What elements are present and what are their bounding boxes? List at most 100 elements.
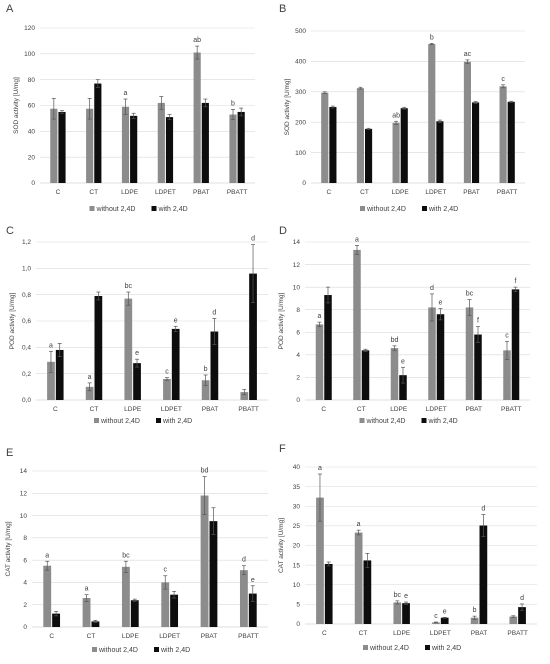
data-label: bc <box>466 291 474 298</box>
bar <box>470 617 479 624</box>
panel-letter: D <box>279 225 287 237</box>
legend-entry: with 2,4D <box>428 206 458 213</box>
y-tick-label: 40 <box>28 129 36 136</box>
y-tick-label: 400 <box>295 59 306 66</box>
legend: without 2,4D with 2,4D <box>92 647 190 654</box>
x-tick-label: PBAT <box>466 406 483 413</box>
y-axis-title: POD activity [U/mg] <box>278 292 285 349</box>
y-tick-label: 25 <box>293 523 301 530</box>
y-tick-label: 100 <box>24 51 35 58</box>
x-tick-label: LDPET <box>426 406 447 413</box>
legend-swatch <box>154 647 159 652</box>
x-tick-label: PBAT <box>463 189 480 196</box>
data-label: e <box>174 317 178 324</box>
y-tick-label: 0 <box>23 624 27 631</box>
data-label: a <box>45 552 49 559</box>
x-tick-label: C <box>53 406 58 413</box>
panel-letter: E <box>6 447 13 459</box>
data-label: d <box>520 595 524 602</box>
legend-swatch <box>422 206 427 211</box>
y-axis-title: SOD activity [U/mg] <box>284 78 291 135</box>
data-label: c <box>163 567 167 574</box>
data-label: c <box>434 613 438 620</box>
bar <box>47 361 55 400</box>
panel-letter: B <box>279 3 286 15</box>
bar <box>133 363 141 400</box>
x-tick-label: PBAT <box>193 189 210 196</box>
x-tick-label: C <box>322 630 327 637</box>
data-label: a <box>357 521 361 528</box>
x-tick-label: CT <box>360 189 369 196</box>
bar <box>163 378 171 400</box>
data-label: b <box>231 100 235 107</box>
y-tick-label: 0 <box>296 621 300 628</box>
bar <box>390 348 399 400</box>
y-tick-label: 6 <box>23 557 27 564</box>
bar <box>161 582 170 627</box>
bar <box>428 44 436 184</box>
bar <box>52 613 61 627</box>
bar <box>503 350 511 400</box>
data-label: c <box>505 332 509 339</box>
legend-swatch <box>360 206 365 211</box>
bar <box>130 115 138 183</box>
bar <box>201 380 210 400</box>
bar <box>193 52 201 183</box>
data-label: a <box>88 374 92 381</box>
x-tick-label: C <box>326 189 331 196</box>
bar <box>94 83 102 183</box>
bar <box>91 621 100 627</box>
legend-entry: without 2,4D <box>96 206 136 213</box>
x-tick-label: PBATT <box>507 630 527 637</box>
bar <box>121 566 130 627</box>
y-tick-label: 4 <box>23 580 27 587</box>
y-tick-label: 0,0 <box>22 397 31 404</box>
panel-e: E 0 2 4 6 8 10 12 14 CAT activity [U/mg] a Ca CT bc LD… <box>5 447 268 654</box>
panel-d: D 0 2 4 6 8 10 12 14 POD activity [U/mg] a Ca CT bd e L… <box>278 225 530 425</box>
data-label: e <box>251 577 255 584</box>
data-label: bd <box>201 468 209 475</box>
bar <box>324 563 333 624</box>
bar <box>86 108 94 183</box>
panel-a: A 0 20 40 60 80 100 120 SOD activity [U/mg] C CT a L… <box>6 3 255 213</box>
x-tick-label: LDPE <box>122 633 140 640</box>
legend-entry: without 2,4D <box>98 647 138 654</box>
legend-entry: without 2,4D <box>366 418 406 425</box>
y-tick-label: 0 <box>302 180 306 187</box>
data-label: b <box>204 366 208 373</box>
legend: without 2,4D with 2,4D <box>94 418 192 425</box>
data-label: a <box>124 90 128 97</box>
y-tick-label: 0,8 <box>22 292 31 299</box>
bar <box>165 117 174 183</box>
bar <box>511 289 520 400</box>
x-tick-label: PBATT <box>227 189 247 196</box>
bar <box>353 249 361 400</box>
data-label: e <box>404 593 408 600</box>
bar <box>239 570 248 627</box>
x-tick-label: C <box>56 189 61 196</box>
x-tick-label: LDPE <box>392 189 410 196</box>
data-label: e <box>443 608 447 615</box>
y-axis-title: CAT activity [U/mg] <box>278 518 285 573</box>
y-tick-label: 14 <box>20 468 28 475</box>
legend-swatch <box>421 418 427 423</box>
bar <box>361 350 370 400</box>
y-tick-label: 35 <box>293 484 301 491</box>
bar <box>240 392 249 400</box>
bar <box>229 114 237 183</box>
bar <box>130 600 139 627</box>
legend: without 2,4D with 2,4D <box>89 206 188 213</box>
bar <box>399 375 407 400</box>
y-tick-label: 80 <box>28 77 36 84</box>
legend-swatch <box>425 645 430 650</box>
bar <box>463 61 471 184</box>
bar <box>171 328 180 400</box>
y-tick-label: 12 <box>20 490 28 497</box>
y-tick-label: 300 <box>295 89 306 96</box>
y-tick-label: 1,2 <box>22 239 31 246</box>
y-tick-label: 4 <box>296 352 300 359</box>
y-tick-label: 40 <box>293 464 301 471</box>
bar <box>157 102 165 183</box>
bar <box>324 295 332 400</box>
